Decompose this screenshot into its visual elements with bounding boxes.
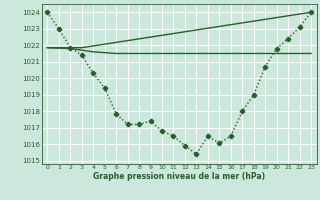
X-axis label: Graphe pression niveau de la mer (hPa): Graphe pression niveau de la mer (hPa) bbox=[93, 172, 265, 181]
